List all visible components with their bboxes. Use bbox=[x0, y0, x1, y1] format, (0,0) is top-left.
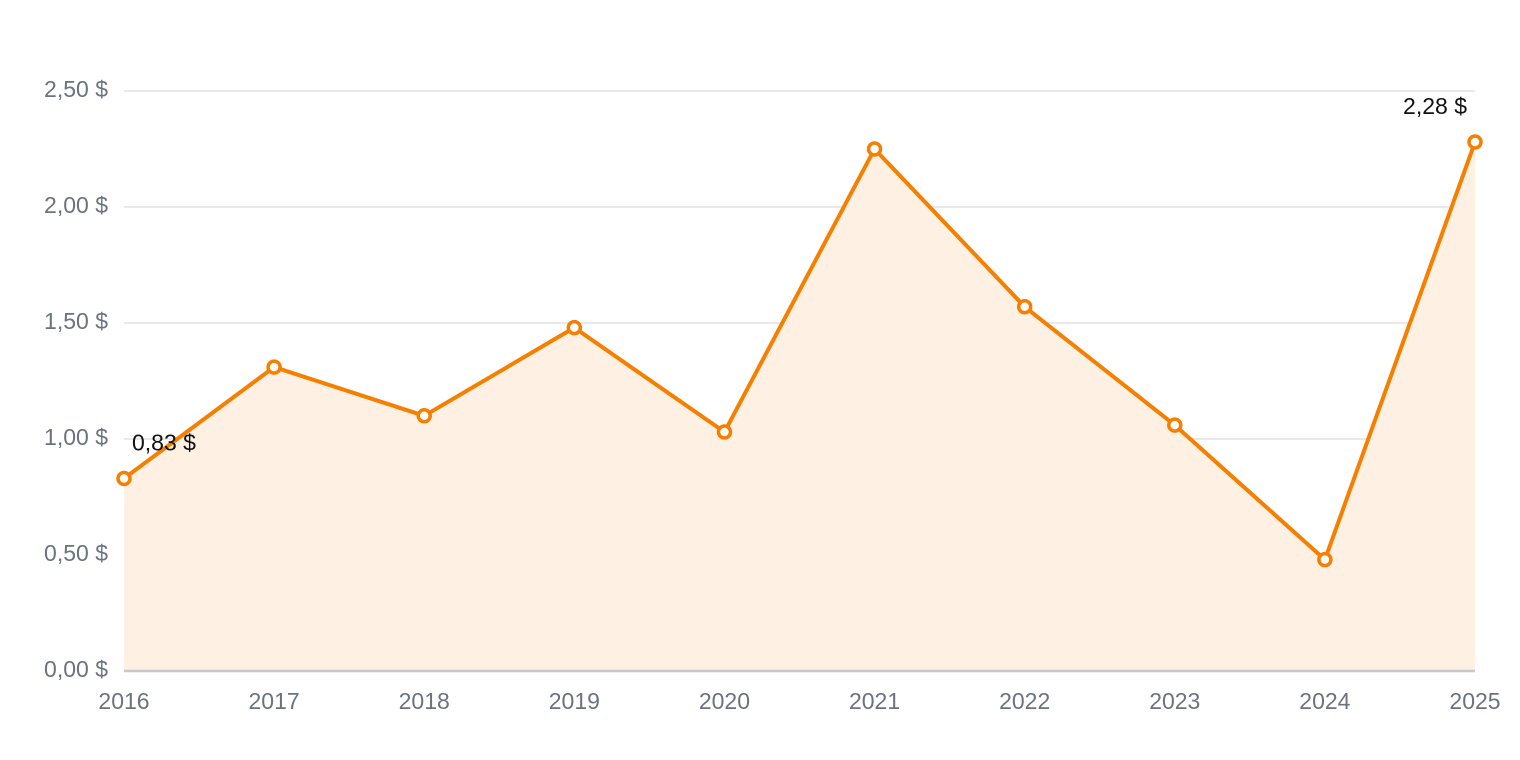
x-tick-label: 2023 bbox=[1149, 688, 1200, 714]
x-tick-label: 2018 bbox=[399, 688, 450, 714]
y-tick-label: 1,50 $ bbox=[44, 308, 108, 334]
y-tick-label: 2,00 $ bbox=[44, 192, 108, 218]
point bbox=[1317, 551, 1333, 568]
point bbox=[416, 408, 432, 424]
x-tick-label: 2022 bbox=[999, 688, 1050, 714]
y-tick-label: 0,50 $ bbox=[44, 540, 108, 566]
line bbox=[122, 141, 1477, 562]
x-tick-label: 2020 bbox=[699, 688, 750, 714]
point bbox=[266, 359, 282, 375]
point bbox=[716, 424, 733, 440]
x-tick-label: 2017 bbox=[249, 688, 300, 714]
point bbox=[1167, 417, 1183, 433]
x-tick-label: 2019 bbox=[549, 688, 600, 714]
x-tick-label: 2025 bbox=[1449, 688, 1500, 714]
x-tick-label: 2024 bbox=[1299, 688, 1350, 714]
y-tick-label: 0,00 $ bbox=[44, 656, 108, 682]
value-label: 2,28 $ bbox=[1403, 93, 1467, 119]
point bbox=[1467, 134, 1483, 150]
x-tick-label: 2021 bbox=[849, 688, 900, 714]
y-tick-label: 2,50 $ bbox=[44, 76, 108, 102]
point bbox=[116, 470, 132, 487]
value-label: 0,83 $ bbox=[132, 430, 196, 456]
point bbox=[566, 319, 583, 336]
point bbox=[866, 141, 883, 157]
area bbox=[124, 142, 1475, 672]
y-tick-label: 1,00 $ bbox=[44, 424, 108, 450]
x-tick-label: 2016 bbox=[98, 688, 149, 714]
point bbox=[1016, 299, 1033, 315]
